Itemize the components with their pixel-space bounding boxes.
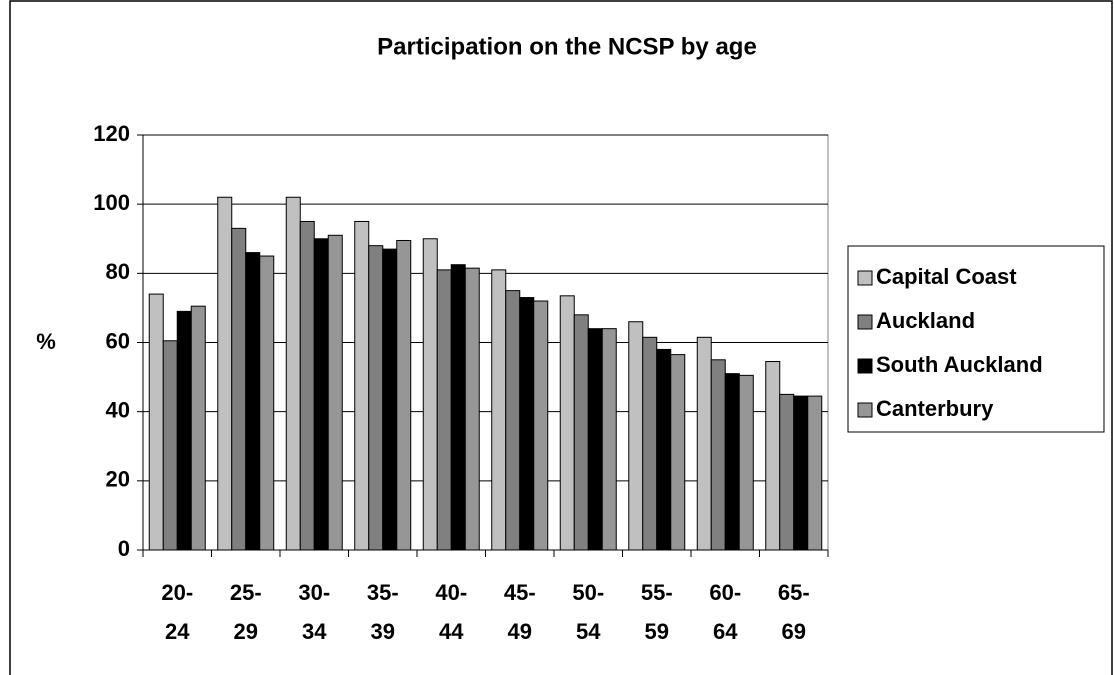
chart-title: Participation on the NCSP by age — [377, 33, 757, 60]
bar — [670, 354, 686, 551]
bar — [313, 238, 329, 551]
bar — [738, 374, 754, 551]
bar — [573, 314, 589, 551]
bar — [628, 321, 644, 551]
bar — [327, 234, 343, 551]
y-tick-label: 100 — [93, 190, 130, 215]
x-tick-label: 60- 64 — [709, 580, 742, 644]
bar — [231, 227, 247, 551]
x-tick-label: 45- 49 — [503, 580, 536, 644]
y-tick-label: 60 — [106, 328, 130, 353]
x-tick-label: 25- 29 — [229, 580, 262, 644]
bar — [245, 252, 261, 551]
bar — [533, 300, 549, 551]
legend-label: South Auckland — [876, 352, 1043, 377]
bar — [765, 361, 781, 551]
bar — [148, 293, 164, 551]
bar — [656, 348, 672, 551]
y-tick-label: 20 — [106, 467, 130, 492]
legend-box — [847, 245, 1105, 433]
bar — [464, 267, 480, 551]
bar — [368, 245, 384, 551]
x-tick-label: 30- 34 — [298, 580, 331, 644]
bar — [354, 220, 370, 551]
bar — [422, 238, 438, 551]
x-tick-label: 20- 24 — [161, 580, 194, 644]
bar — [779, 393, 795, 551]
legend-swatch — [857, 314, 873, 330]
y-tick-label: 40 — [106, 397, 130, 422]
x-tick-label: 65- 69 — [777, 580, 810, 644]
bar — [642, 336, 658, 551]
bar — [162, 340, 178, 551]
x-tick-label: 40- 44 — [435, 580, 468, 644]
legend-label: Capital Coast — [876, 264, 1017, 289]
legend-swatch — [857, 358, 873, 374]
bar — [724, 373, 740, 551]
y-tick-label: 80 — [106, 259, 130, 284]
bar — [450, 264, 466, 551]
bar — [793, 395, 809, 551]
legend-swatch — [857, 270, 873, 286]
bar — [217, 196, 233, 551]
bar — [601, 328, 617, 551]
bar — [491, 269, 507, 551]
bar — [190, 305, 206, 551]
bar — [259, 255, 275, 551]
y-tick-label: 0 — [118, 536, 130, 561]
legend-swatch — [857, 402, 873, 418]
y-tick-label: 120 — [93, 121, 130, 146]
bar — [382, 248, 398, 551]
legend-label: Auckland — [876, 308, 975, 333]
bar — [696, 336, 712, 551]
bar — [505, 290, 521, 551]
bar — [710, 359, 726, 551]
bar — [559, 295, 575, 551]
x-tick-label: 55- 59 — [640, 580, 673, 644]
bar — [285, 196, 301, 551]
x-tick-label: 35- 39 — [366, 580, 399, 644]
legend-label: Canterbury — [876, 396, 994, 421]
bar — [176, 310, 192, 551]
bar — [299, 220, 315, 551]
frame — [9, 0, 1113, 675]
bar — [807, 395, 823, 551]
x-tick-label: 50- 54 — [572, 580, 605, 644]
bar — [396, 239, 412, 551]
y-axis-label: % — [36, 329, 56, 354]
bar — [436, 269, 452, 551]
bar — [519, 297, 535, 551]
bar — [587, 328, 603, 551]
